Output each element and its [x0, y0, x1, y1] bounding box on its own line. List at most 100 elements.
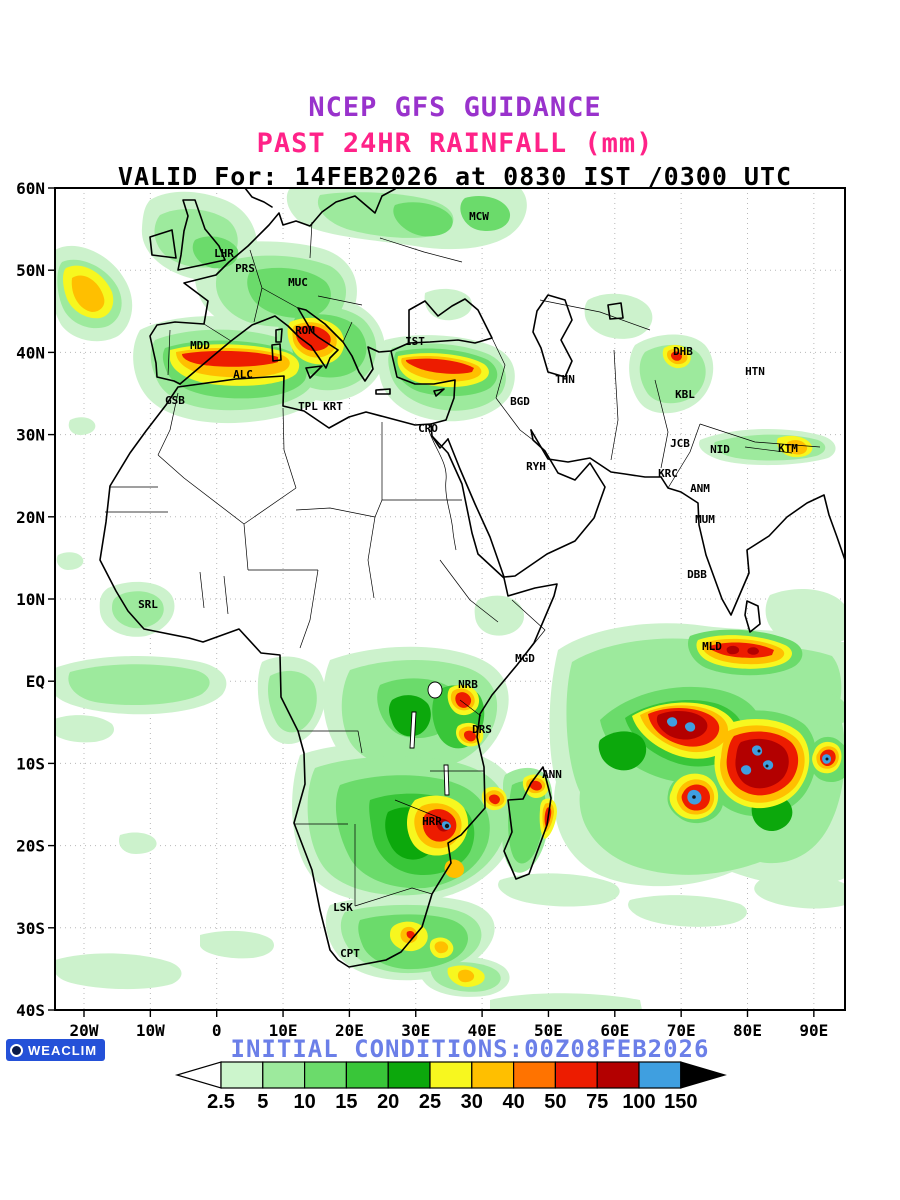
station-label: NID: [710, 443, 730, 456]
station-label: MLD: [702, 640, 722, 653]
atlantic-europe-coastline: [149, 188, 396, 385]
persian-gulf-north-coastline: [530, 429, 662, 478]
colorbar-tick-label: 10: [293, 1091, 315, 1113]
station-label: MGD: [515, 652, 535, 665]
station-label: MCW: [469, 210, 489, 223]
black-sea: [408, 298, 493, 344]
colorbar-tick-label: 5: [257, 1091, 268, 1113]
colorbar-tick-label: 20: [377, 1091, 399, 1113]
initial-conditions-text: INITIAL CONDITIONS:00Z08FEB2026: [230, 1035, 710, 1063]
page-title-line1: NCEP GFS GUIDANCE: [308, 92, 602, 123]
colorbar-tick-label: 75: [586, 1091, 608, 1113]
lon-axis-label: 90E: [799, 1021, 828, 1040]
colorbar-segment: [304, 1061, 348, 1089]
station-label: LSK: [333, 901, 353, 914]
lat-axis-label: 30S: [16, 919, 45, 938]
station-label: TPL: [298, 400, 318, 413]
lon-axis-label: 50E: [534, 1021, 563, 1040]
lat-axis-label: 10N: [16, 590, 45, 609]
station-label: RYH: [526, 460, 546, 473]
lon-axis-label: 0: [212, 1021, 222, 1040]
lon-axis-label: 20W: [70, 1021, 99, 1040]
corsica: [275, 328, 283, 343]
station-label: LHR: [214, 247, 234, 260]
lat-axis-label: 40S: [16, 1001, 45, 1020]
colorbar-segment: [512, 1061, 556, 1089]
colorbar-tick-label: 30: [461, 1091, 483, 1113]
britain-coastline: [177, 199, 226, 271]
lake-malawi: [443, 764, 450, 796]
station-label: PRS: [235, 262, 255, 275]
station-label: DBB: [687, 568, 707, 581]
station-label: KRT: [323, 400, 343, 413]
sinai: [431, 435, 449, 449]
lat-axis-label: 60N: [16, 179, 45, 198]
colorbar-segment: [638, 1061, 682, 1089]
turkey-levant-coastline: [390, 350, 456, 425]
colorbar-tick-label: 40: [502, 1091, 524, 1113]
station-label: CRO: [418, 422, 438, 435]
lon-axis-label: 40E: [468, 1021, 497, 1040]
station-label: ANM: [690, 482, 710, 495]
weaclim-logo-text: WEACLIM: [28, 1042, 98, 1058]
colorbar-tick-label: 150: [664, 1091, 697, 1113]
lon-axis-label: 60E: [600, 1021, 629, 1040]
madagascar: [503, 766, 552, 880]
colorbar-tick-label: 25: [419, 1091, 441, 1113]
station-label: DRS: [472, 723, 492, 736]
colorbar-segment: [429, 1061, 473, 1089]
lon-axis-label: 10W: [136, 1021, 165, 1040]
colorbar-segment: [345, 1061, 389, 1089]
station-label: GSB: [165, 394, 185, 407]
station-label: HRR: [422, 815, 442, 828]
lon-axis-label: 80E: [733, 1021, 762, 1040]
station-label: MDD: [190, 339, 210, 352]
station-label: ROM: [295, 324, 315, 337]
colorbar-segment: [471, 1061, 515, 1089]
crete: [375, 388, 391, 395]
station-label: JCB: [670, 437, 690, 450]
colorbar-tail-arrow: [174, 1061, 222, 1089]
lon-axis-label: 70E: [667, 1021, 696, 1040]
colorbar-segment: [220, 1061, 264, 1089]
station-label: IST: [405, 335, 425, 348]
lat-axis-label: 30N: [16, 426, 45, 445]
lat-axis-label: 40N: [16, 343, 45, 362]
valid-line: VALID For: 14FEB2026 at 0830 IST /0300 U…: [117, 162, 793, 191]
africa-coastline: [99, 375, 558, 968]
lon-axis-label: 20E: [335, 1021, 364, 1040]
station-label: MUC: [288, 276, 308, 289]
page-title-line2: PAST 24HR RAINFALL (mm): [256, 128, 654, 159]
colorbar-segment: [596, 1061, 640, 1089]
sri-lanka: [744, 600, 761, 633]
station-label: KRC: [658, 467, 678, 480]
lat-axis-label: 20N: [16, 508, 45, 527]
weaclim-logo: WEACLIM: [6, 1039, 106, 1061]
station-label: SRL: [138, 598, 158, 611]
nile-river: [427, 427, 457, 551]
arabia-coastline: [447, 429, 606, 578]
lon-axis-label: 10E: [269, 1021, 298, 1040]
rainfall-shading: [55, 188, 845, 1010]
africa-borders: [105, 392, 546, 907]
lat-axis-label: 10S: [16, 754, 45, 773]
station-label: THN: [555, 373, 575, 386]
lat-axis-label: 20S: [16, 837, 45, 856]
colorbar-segment: [554, 1061, 598, 1089]
cyprus: [433, 388, 445, 397]
coastlines-and-borders: [99, 188, 845, 968]
station-label: KBL: [675, 388, 695, 401]
colorbar-tick-label: 15: [335, 1091, 357, 1113]
colorbar-head-arrow: [680, 1061, 727, 1089]
station-label: ALC: [233, 368, 253, 381]
colorbar-tick-label: 100: [622, 1091, 655, 1113]
station-label: DHB: [673, 345, 693, 358]
station-label: NRB: [458, 678, 478, 691]
lat-axis-label: 50N: [16, 261, 45, 280]
axis-labels: 20W 10W 0 10E 20E 30E 40E 50E 60E 70E 80E 90E 60N 50N…: [16, 179, 828, 1040]
norway-coastline: [244, 188, 273, 208]
eurasia-borders: [167, 221, 821, 489]
lon-axis-label: 30E: [401, 1021, 430, 1040]
